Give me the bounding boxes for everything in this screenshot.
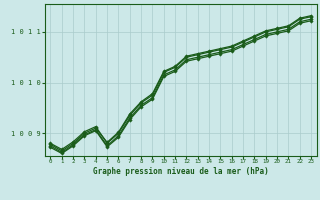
X-axis label: Graphe pression niveau de la mer (hPa): Graphe pression niveau de la mer (hPa) <box>93 167 269 176</box>
